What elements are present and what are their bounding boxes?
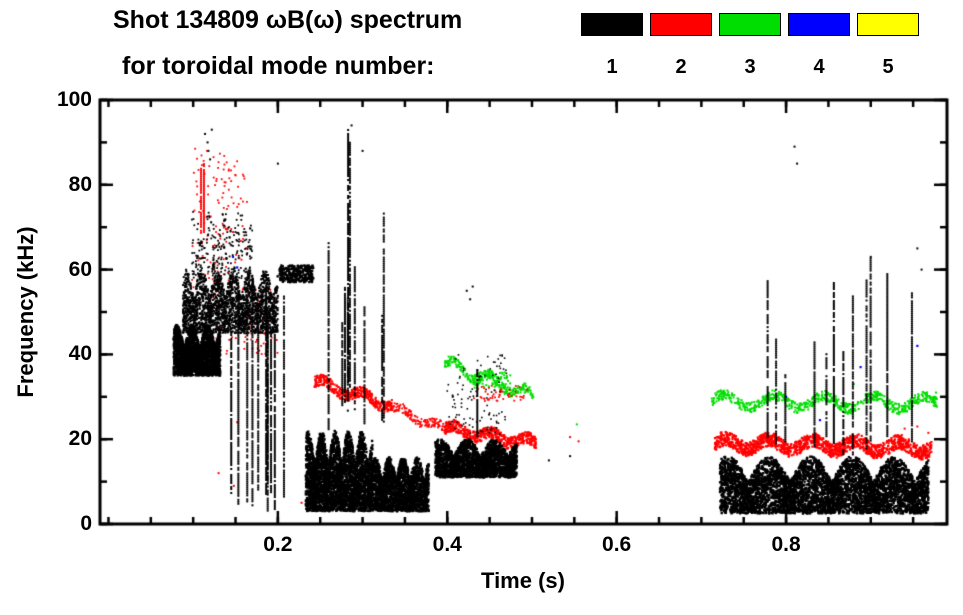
spectrum-figure: Shot 134809 ωB(ω) spectrum for toroidal … (0, 0, 963, 615)
spectrogram-canvas (0, 0, 963, 615)
